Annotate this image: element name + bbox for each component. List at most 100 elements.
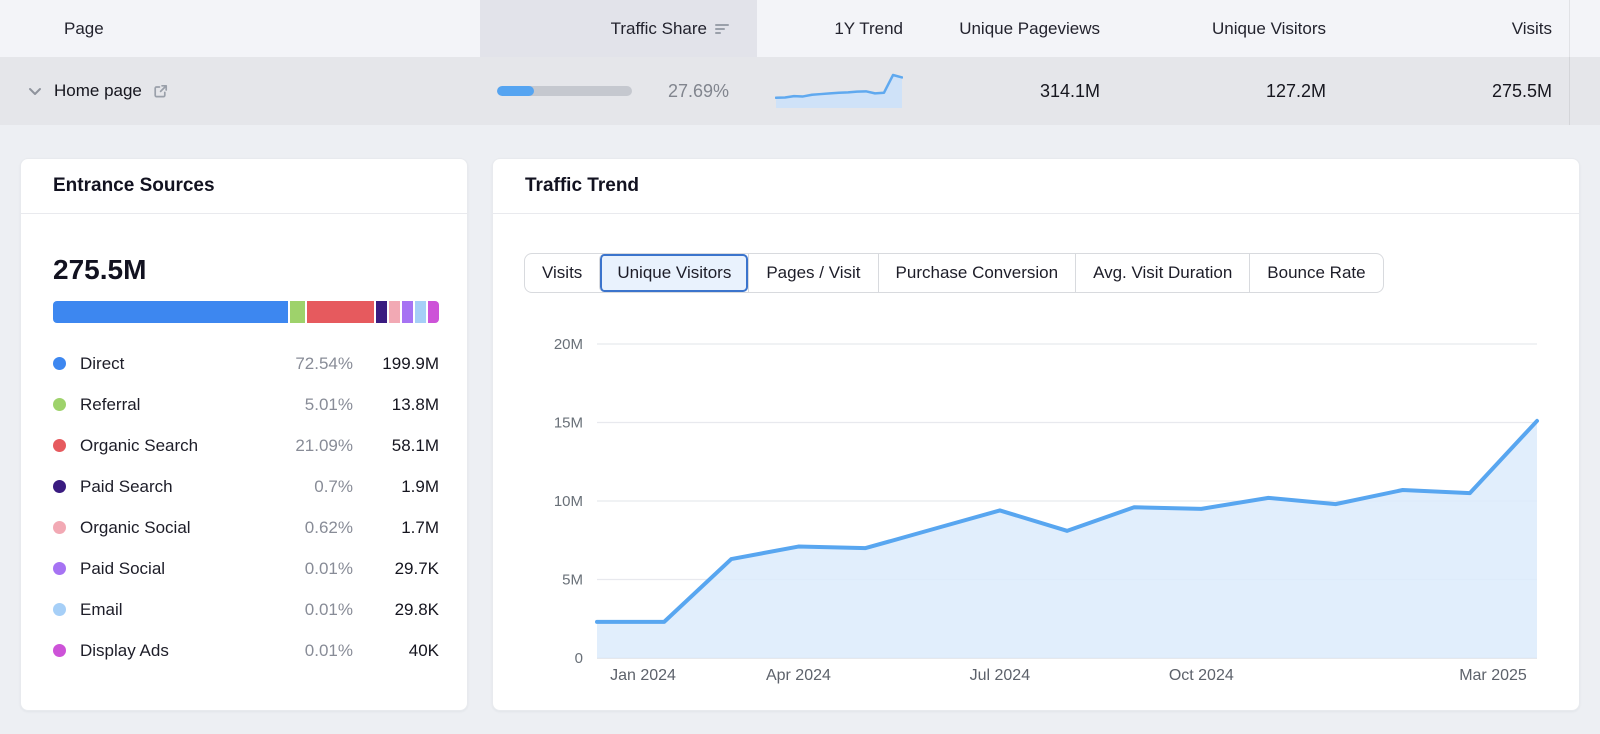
page-cell: Home page [0,57,480,125]
traffic-trend-header: Traffic Trend [493,159,1579,214]
table-header-row: Page Traffic Share 1Y Trend Unique Pagev… [0,0,1600,57]
column-header-unique-pageviews[interactable]: Unique Pageviews [915,0,1110,57]
svg-text:20M: 20M [554,336,583,353]
column-label: Unique Pageviews [959,18,1100,38]
sparkline-chart [775,73,903,108]
bar-segment-direct[interactable] [53,301,289,323]
traffic-share-cell: 27.69% [480,57,757,125]
bar-segment-referral[interactable] [290,301,305,323]
card-title: Traffic Trend [525,175,640,196]
unique-pageviews-value: 314.1M [1039,80,1100,101]
legend-label: Paid Search [80,476,173,496]
legend-label: Email [80,599,123,619]
legend-row[interactable]: Referral 5.01% 13.8M [53,384,439,425]
column-label: Unique Visitors [1211,18,1326,38]
legend-value: 40K [408,640,439,660]
bar-segment-paid-search[interactable] [375,301,388,323]
chevron-down-icon[interactable] [26,82,44,100]
column-header-unique-visitors[interactable]: Unique Visitors [1110,0,1338,57]
legend-row[interactable]: Email 0.01% 29.8K [53,589,439,630]
column-label: 1Y Trend [834,18,903,38]
legend-dot [53,562,66,575]
legend-percent: 0.01% [304,640,353,660]
trend-area-chart[interactable]: 0 5M 10M 15M 20M Jan 2024 Apr 2024 Jul 2024 Oct … [517,303,1557,695]
legend-label: Organic Social [80,517,191,537]
legend-percent: 21.09% [295,435,353,455]
traffic-trend-card: Traffic Trend Visits Unique Visitors Pag… [492,158,1580,711]
bar-segment-paid-social[interactable] [402,301,414,323]
svg-text:Jan 2024: Jan 2024 [610,667,676,684]
legend-percent: 0.7% [314,476,353,496]
legend-row[interactable]: Paid Social 0.01% 29.7K [53,548,439,589]
tab-pages-per-visit[interactable]: Pages / Visit [748,254,877,292]
entrance-sources-total: 275.5M [53,254,147,285]
legend-percent: 0.01% [304,599,353,619]
entrance-sources-stacked-bar[interactable] [53,301,439,323]
legend-dot [53,357,66,370]
legend-row[interactable]: Direct 72.54% 199.9M [53,343,439,384]
column-header-visits[interactable]: Visits [1338,0,1600,57]
legend-label: Direct [80,353,125,373]
legend-label: Referral [80,394,141,414]
legend-label: Paid Social [80,558,166,578]
column-header-1y-trend[interactable]: 1Y Trend [757,0,915,57]
svg-text:5M: 5M [562,572,583,589]
tab-purchase-conversion[interactable]: Purchase Conversion [877,254,1076,292]
legend-dot [53,644,66,657]
tab-visits[interactable]: Visits [525,254,599,292]
legend-value: 199.9M [382,353,439,373]
legend-dot [53,439,66,452]
legend-row[interactable]: Organic Search 21.09% 58.1M [53,425,439,466]
unique-visitors-value: 127.2M [1265,80,1326,101]
legend-percent: 0.62% [304,517,353,537]
legend-percent: 0.01% [304,558,353,578]
legend-value: 13.8M [391,394,439,414]
external-link-icon[interactable] [152,83,169,100]
tab-bounce-rate[interactable]: Bounce Rate [1249,254,1382,292]
svg-text:Mar 2025: Mar 2025 [1459,667,1527,684]
trend-sparkline-cell [757,57,915,125]
legend-label: Display Ads [80,640,169,660]
legend-row[interactable]: Display Ads 0.01% 40K [53,630,439,671]
column-header-traffic-share[interactable]: Traffic Share [480,0,757,57]
metric-tabs: Visits Unique Visitors Pages / Visit Pur… [524,253,1384,293]
sort-descending-icon[interactable] [715,23,729,34]
traffic-share-bar [496,86,632,96]
legend-percent: 72.54% [295,353,353,373]
legend-value: 29.7K [394,558,439,578]
pages-table: Page Traffic Share 1Y Trend Unique Pagev… [0,0,1600,125]
bar-segment-email[interactable] [415,301,427,323]
legend-value: 1.9M [401,476,439,496]
table-row-home-page[interactable]: Home page 27.69% 314.1M 127.2M 275.5M [0,57,1600,125]
legend-row[interactable]: Paid Search 0.7% 1.9M [53,466,439,507]
bar-segment-display-ads[interactable] [428,301,439,323]
visits-value: 275.5M [1491,80,1552,101]
tab-unique-visitors[interactable]: Unique Visitors [599,254,749,292]
legend-value: 1.7M [401,517,439,537]
card-title: Entrance Sources [53,175,215,196]
legend-dot [53,398,66,411]
legend-dot [53,480,66,493]
traffic-share-bar-fill [496,86,535,96]
legend-label: Organic Search [80,435,199,455]
column-label: Traffic Share [610,18,707,38]
legend-row[interactable]: Organic Social 0.62% 1.7M [53,507,439,548]
entrance-sources-card: Entrance Sources 275.5M Direct 72.54% 19… [20,158,468,711]
entrance-sources-legend: Direct 72.54% 199.9M Referral 5.01% 13.8… [53,343,439,671]
svg-text:Oct 2024: Oct 2024 [1169,667,1234,684]
legend-value: 29.8K [394,599,439,619]
svg-text:10M: 10M [554,493,583,510]
legend-percent: 5.01% [304,394,353,414]
svg-text:0: 0 [575,650,583,667]
traffic-share-value: 27.69% [667,80,729,101]
legend-dot [53,521,66,534]
svg-text:Jul 2024: Jul 2024 [970,667,1031,684]
bar-segment-organic-social[interactable] [389,301,401,323]
column-label: Visits [1511,18,1552,38]
column-header-page[interactable]: Page [0,0,480,57]
column-label: Page [64,18,104,38]
page-name: Home page [54,81,142,100]
svg-text:Apr 2024: Apr 2024 [766,667,831,684]
tab-avg-visit-duration[interactable]: Avg. Visit Duration [1075,254,1249,292]
bar-segment-organic-search[interactable] [306,301,374,323]
